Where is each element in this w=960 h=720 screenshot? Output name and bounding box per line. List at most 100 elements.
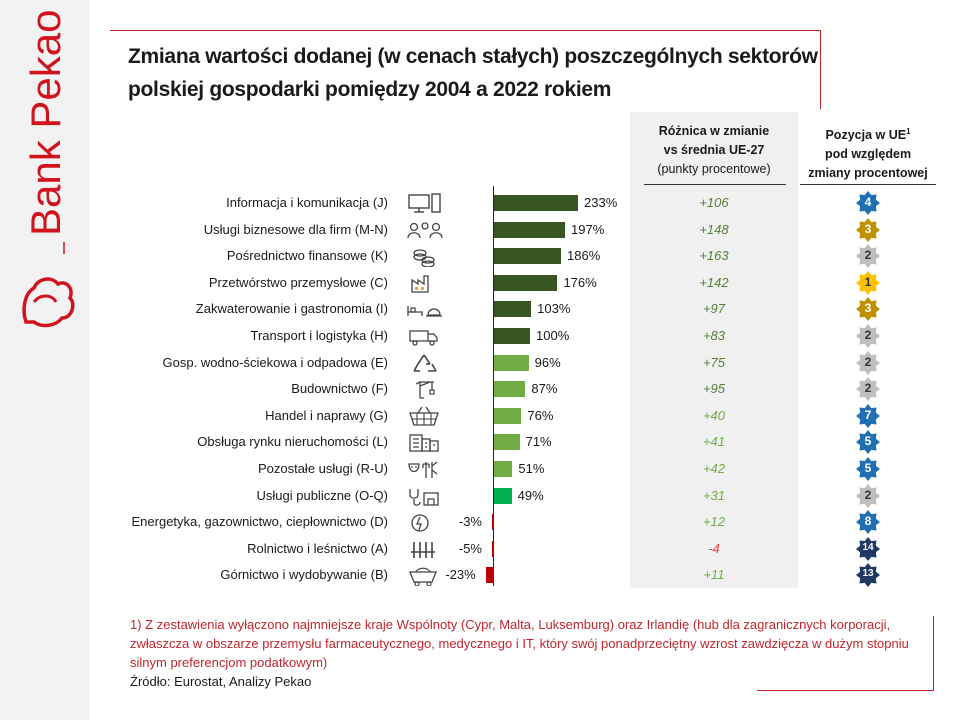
bar: [494, 195, 578, 211]
chart-row: Budownictwo (F) 87% +95 2: [0, 376, 960, 402]
bar: [494, 487, 512, 504]
crane-icon: [404, 378, 444, 400]
diff-header-line2: vs średnia UE-27: [663, 143, 765, 157]
stethoscope-icon: [404, 485, 444, 507]
bar: [494, 461, 513, 477]
pos-header-line2: pod względem: [824, 147, 912, 162]
people-icon: [404, 219, 444, 241]
data-label: -23%: [445, 567, 476, 583]
category-label: Przetwórstwo przemysłowe (C): [208, 274, 388, 290]
diff-value: +163: [699, 248, 729, 264]
category-label: Zakwaterowanie i gastronomia (I): [195, 301, 388, 317]
coins-icon: [404, 245, 444, 268]
category-label: Budownictwo (F): [291, 381, 388, 397]
data-label: 197%: [571, 221, 605, 237]
eu-position-value: 2: [864, 381, 872, 396]
chart-row: Górnictwo i wydobywanie (B) -23% +11 13: [0, 562, 960, 588]
eu-position-value: 2: [864, 248, 872, 263]
category-label: Usługi biznesowe dla firm (M-N): [203, 221, 388, 237]
eu-position-value: 1: [864, 274, 872, 289]
chart-row: Pośrednictwo finansowe (K) 186% +163 2: [0, 243, 960, 269]
chart-row: Informacja i komunikacja (J) 233% +106 4: [0, 190, 960, 216]
data-label: 96%: [534, 354, 561, 370]
bar: [494, 381, 526, 398]
bar: [492, 514, 494, 531]
data-label: 71%: [525, 434, 552, 450]
eu-position-value: 2: [864, 354, 872, 369]
category-label: Transport i logistyka (H): [250, 328, 389, 343]
category-label: Gosp. wodno-ściekowa i odpadowa (E): [162, 354, 388, 370]
basket-icon: [404, 405, 444, 427]
chart-row: Przetwórstwo przemysłowe (C) 176% +142 1: [0, 270, 960, 296]
chart-row: Pozostałe usługi (R-U) 51% +42 5: [0, 456, 960, 482]
eu-position-badge: 7: [856, 403, 880, 428]
zero-axis: [493, 186, 494, 586]
eu-position-value: 13: [862, 568, 874, 580]
eu-position-value: 4: [864, 195, 872, 209]
footnote: 1) Z zestawienia wyłączono najmniejsze k…: [130, 615, 930, 691]
computer-icon: [404, 192, 444, 214]
eu-position-badge: 2: [856, 324, 880, 348]
category-label: Górnictwo i wydobywanie (B): [220, 567, 388, 583]
eu-position-badge: 3: [856, 217, 880, 242]
diff-header-underline: [644, 184, 786, 185]
eu-position-value: 14: [862, 541, 874, 553]
chart-row: Obsługa rynku nieruchomości (L) 71% +41 5: [0, 429, 960, 455]
diff-value: +142: [699, 274, 729, 290]
chart-row: Handel i naprawy (G) 76% +40 7: [0, 403, 960, 429]
diff-value: +97: [702, 301, 726, 317]
eu-position-badge: 2: [856, 350, 880, 375]
bar: [494, 221, 566, 238]
diff-header-line3: (punkty procentowe): [657, 162, 771, 176]
diff-header-line1: Różnica w zmianie: [658, 124, 770, 138]
grain-icon: [404, 538, 444, 560]
category-label: Informacja i komunikacja (J): [226, 195, 388, 210]
pekao-logo-icon: [22, 242, 75, 328]
diff-value: +12: [702, 514, 726, 530]
bar: [492, 540, 494, 557]
category-label: Energetyka, gazownictwo, ciepłownictwo (…: [131, 514, 389, 530]
factory-icon: [404, 272, 444, 294]
title-frame: [110, 30, 821, 109]
category-label: Pozostałe usługi (R-U): [257, 461, 388, 476]
eu-position-badge: 8: [856, 510, 880, 535]
diff-value: +31: [702, 487, 726, 503]
eu-position-badge: 5: [856, 457, 880, 481]
diff-value: +106: [699, 195, 729, 210]
category-label: Handel i naprawy (G): [265, 407, 388, 423]
footnote-text: 1) Z zestawienia wyłączono najmniejsze k…: [130, 617, 909, 670]
category-label: Pośrednictwo finansowe (K): [226, 248, 388, 264]
bar: [494, 328, 531, 344]
diff-value: +40: [702, 407, 726, 423]
eu-position-badge: 2: [856, 377, 880, 402]
chart-row: Rolnictwo i leśnictwo (A) -5% -4 14: [0, 536, 960, 562]
eu-position-value: 7: [864, 407, 872, 422]
eu-position-badge: 2: [856, 244, 880, 269]
diff-value: +148: [699, 221, 729, 237]
diff-value: +42: [702, 461, 726, 476]
eu-position-badge: 14: [856, 536, 880, 561]
bar: [494, 301, 532, 318]
energy-icon: [404, 511, 444, 533]
eu-position-value: 5: [864, 461, 872, 475]
pos-header-line1: Pozycja w UE1: [825, 127, 911, 143]
category-label: Rolnictwo i leśnictwo (A): [247, 540, 388, 556]
eu-position-badge: 2: [856, 483, 880, 508]
source-text: Źródło: Eurostat, Analizy Pekao: [130, 674, 312, 689]
eu-position-value: 8: [864, 514, 872, 529]
chart-row: Usługi publiczne (O-Q) 49% +31 2: [0, 483, 960, 509]
diff-value: +11: [703, 567, 725, 583]
bar: [494, 434, 520, 451]
diff-value: -4: [708, 540, 720, 556]
category-label: Obsługa rynku nieruchomości (L): [197, 434, 388, 450]
truck-icon: [404, 325, 444, 347]
pos-header-line3: zmiany procentowej: [808, 166, 928, 181]
pos-header-underline: [800, 184, 936, 185]
data-label: -5%: [458, 540, 482, 556]
data-label: 233%: [584, 195, 618, 210]
eu-position-badge: 4: [856, 191, 880, 215]
diff-column-header: Różnica w zmianie vs średnia UE-27 (punk…: [632, 122, 796, 179]
bar: [494, 354, 529, 371]
data-label: -3%: [458, 514, 482, 530]
diff-value: +41: [702, 434, 726, 450]
